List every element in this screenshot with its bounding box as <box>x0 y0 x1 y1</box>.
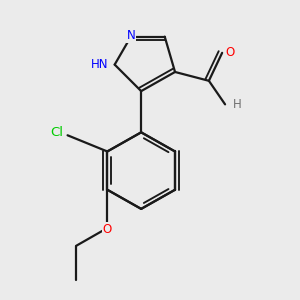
Text: O: O <box>225 46 234 59</box>
Text: N: N <box>127 29 135 42</box>
Text: H: H <box>232 98 241 111</box>
Text: Cl: Cl <box>50 126 63 139</box>
Text: O: O <box>103 223 112 236</box>
Text: HN: HN <box>91 58 108 71</box>
